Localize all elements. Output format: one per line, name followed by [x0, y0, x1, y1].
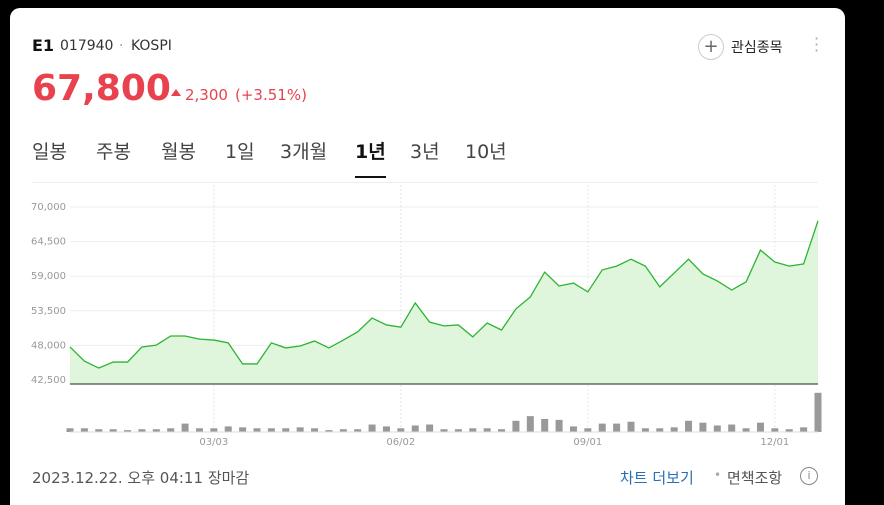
- volume-bar: [613, 423, 621, 432]
- volume-bar: [483, 428, 491, 432]
- price-line: [69, 220, 819, 369]
- volume-bar: [282, 428, 290, 432]
- volume-bar: [195, 428, 203, 432]
- volume-bar: [742, 428, 750, 432]
- volume-bar: [469, 428, 477, 432]
- volume-bar: [411, 425, 419, 432]
- price-area: [70, 220, 818, 384]
- volume-bar: [426, 424, 434, 432]
- divider: [32, 182, 818, 183]
- price-change-pct: (+3.51%): [235, 86, 307, 104]
- volume-bar: [368, 424, 376, 432]
- volume-bar: [713, 425, 721, 432]
- volume-bar: [814, 392, 822, 432]
- price-change: 2,300: [185, 86, 228, 104]
- volume-bar: [512, 420, 520, 432]
- tab[interactable]: 1년: [355, 137, 386, 178]
- volume-bar: [498, 429, 506, 432]
- y-tick-label: 64,500: [31, 237, 66, 248]
- up-arrow: [171, 89, 181, 96]
- volume-bar: [397, 428, 405, 432]
- volume-bar: [598, 423, 606, 432]
- volume-bar: [670, 427, 678, 432]
- volume-bar: [253, 428, 261, 432]
- dot: •: [714, 468, 722, 482]
- volume-bar: [756, 422, 764, 432]
- tab[interactable]: 월봉: [161, 141, 196, 163]
- y-tick-label: 59,000: [31, 271, 66, 282]
- volume-bar: [167, 428, 175, 432]
- x-tick-label: 12/01: [760, 437, 789, 448]
- volume-bar: [771, 428, 779, 432]
- stock-card: [10, 8, 845, 505]
- volume-bar: [95, 429, 103, 432]
- volume-bar: [124, 430, 132, 432]
- tab[interactable]: 10년: [465, 141, 507, 163]
- watch-icon[interactable]: +: [698, 34, 724, 60]
- volume-bar: [224, 426, 232, 432]
- volume-bar: [685, 420, 693, 432]
- volume-bar: [699, 422, 707, 432]
- watch-button[interactable]: 관심종목: [731, 40, 783, 56]
- volume-bar: [152, 429, 160, 432]
- volume-bar: [66, 428, 74, 432]
- y-tick-label: 53,500: [31, 306, 66, 317]
- y-tick-label: 42,500: [31, 375, 66, 386]
- volume-bar: [109, 429, 117, 432]
- disclaimer[interactable]: 면책조항: [727, 469, 783, 487]
- volume-bar: [541, 418, 549, 432]
- market: KOSPI: [131, 38, 172, 54]
- market-status: 장마감: [207, 469, 250, 487]
- volume-bar: [454, 429, 462, 432]
- tab[interactable]: 3개월: [280, 141, 328, 163]
- x-tick-label: 03/03: [199, 437, 228, 448]
- volume-bar: [80, 428, 88, 432]
- info-icon[interactable]: i: [800, 467, 818, 485]
- volume-bar: [382, 426, 390, 432]
- tab[interactable]: 1일: [225, 141, 255, 163]
- price: 67,800: [32, 68, 171, 109]
- tab[interactable]: 주봉: [96, 141, 131, 163]
- volume-bar: [296, 427, 304, 432]
- tab[interactable]: 일봉: [32, 141, 67, 163]
- volume-bar: [555, 419, 563, 432]
- volume-bar: [569, 426, 577, 432]
- volume-bar: [239, 427, 247, 432]
- volume-bar: [325, 430, 333, 432]
- volume-bar: [210, 428, 218, 432]
- stock-code: 017940: [60, 38, 114, 54]
- volume-bar: [181, 423, 189, 432]
- volume-bar: [800, 427, 808, 432]
- y-tick-label: 48,000: [31, 340, 66, 351]
- volume-bar: [138, 429, 146, 432]
- time: 2023.12.22. 오후 04:11: [32, 469, 204, 487]
- volume-bar: [339, 429, 347, 432]
- y-tick-label: 70,000: [31, 202, 66, 213]
- x-tick-label: 06/02: [386, 437, 415, 448]
- more-menu[interactable]: · · ·: [814, 29, 820, 60]
- volume-bar: [656, 428, 664, 432]
- volume-bar: [440, 429, 448, 432]
- volume-bar: [728, 424, 736, 432]
- x-tick-label: 09/01: [573, 437, 602, 448]
- volume-bar: [311, 428, 319, 432]
- timestamp: 2023.12.22. 오후 04:11 장마감: [32, 467, 249, 488]
- volume-bar: [526, 416, 534, 432]
- volume-bar: [785, 429, 793, 432]
- volume-bar: [627, 421, 635, 432]
- chart-more-link[interactable]: 차트 더보기: [620, 469, 694, 487]
- volume-bar: [584, 428, 592, 432]
- volume-bar: [354, 429, 362, 432]
- stock-name: E1: [32, 36, 55, 55]
- tab[interactable]: 3년: [410, 141, 440, 163]
- volume-bar: [641, 428, 649, 432]
- separator: ·: [119, 38, 124, 54]
- volume-bar: [267, 428, 275, 432]
